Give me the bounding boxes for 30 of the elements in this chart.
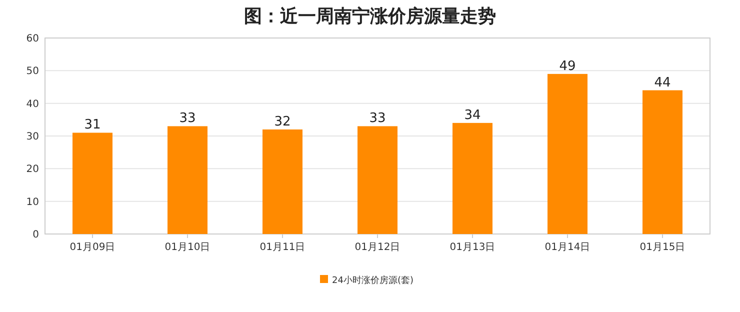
data-label: 44 <box>654 75 671 90</box>
data-label: 49 <box>559 58 576 74</box>
bar <box>262 129 302 234</box>
bar <box>642 90 682 234</box>
legend-label: 24小时涨价房源(套) <box>332 275 414 286</box>
y-tick-label: 0 <box>32 230 39 240</box>
x-tick-label: 01月14日 <box>544 242 590 253</box>
bar <box>72 132 112 234</box>
chart-title: 图：近一周南宁涨价房源量走势 <box>244 6 496 27</box>
x-tick-label: 01月10日 <box>164 242 210 253</box>
data-label: 32 <box>274 114 291 130</box>
bar <box>452 122 492 234</box>
y-tick-label: 30 <box>26 132 39 142</box>
y-tick-label: 10 <box>26 196 39 208</box>
x-tick-label: 01月12日 <box>354 242 400 253</box>
bar <box>358 126 398 234</box>
y-tick-label: 20 <box>26 164 39 176</box>
data-label: 31 <box>84 118 101 133</box>
x-tick-label: 01月13日 <box>450 242 496 253</box>
bar <box>168 126 208 234</box>
y-tick-label: 60 <box>26 34 39 44</box>
x-tick-label: 01月11日 <box>260 242 306 253</box>
x-tick-label: 01月15日 <box>640 242 686 253</box>
x-tick-label: 01月09日 <box>70 242 116 253</box>
y-tick-label: 50 <box>26 66 39 78</box>
bar <box>548 74 588 234</box>
data-label: 34 <box>464 108 481 123</box>
y-tick-label: 40 <box>26 98 39 110</box>
data-label: 33 <box>369 111 386 126</box>
data-label: 33 <box>179 111 196 126</box>
